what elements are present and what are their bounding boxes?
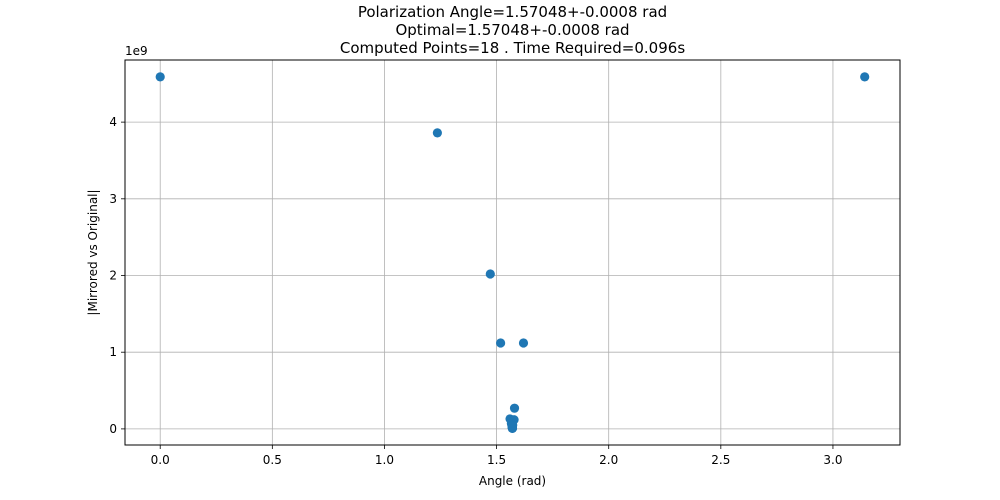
y-tick-label: 4 [109,115,117,129]
x-tick-label: 2.5 [711,453,730,467]
y-offset-label: 1e9 [125,44,148,58]
chart-title-line: Optimal=1.57048+-0.0008 rad [395,21,629,39]
data-point-16 [508,421,517,430]
data-point-4 [519,338,528,347]
y-tick-label: 0 [109,422,117,436]
x-tick-label: 0.5 [263,453,282,467]
chart-title-line: Polarization Angle=1.57048+-0.0008 rad [358,3,667,21]
x-tick-label: 2.0 [599,453,618,467]
data-point-3 [496,338,505,347]
x-tick-label: 3.0 [823,453,842,467]
grid-lines [125,60,900,445]
x-tick-label: 1.5 [487,453,506,467]
data-point-1 [433,128,442,137]
data-point-5 [510,404,519,413]
chart-title: Polarization Angle=1.57048+-0.0008 radOp… [340,3,685,57]
data-points [156,72,870,433]
x-axis-label: Angle (rad) [479,474,546,488]
data-point-0 [156,72,165,81]
data-point-2 [486,269,495,278]
x-axis-ticks: 0.0 0.5 1.0 1.5 2.0 2.5 3.0 [151,445,843,467]
data-point-17 [860,72,869,81]
y-tick-label: 3 [109,192,117,206]
x-tick-label: 1.0 [375,453,394,467]
y-axis-ticks: 0 1 2 3 4 [109,115,125,436]
y-axis-label: |Mirrored vs Original| [86,189,100,315]
plot-frame [125,60,900,445]
x-tick-label: 0.0 [151,453,170,467]
y-tick-label: 2 [109,269,117,283]
chart-title-line: Computed Points=18 . Time Required=0.096… [340,39,685,57]
y-tick-label: 1 [109,345,117,359]
